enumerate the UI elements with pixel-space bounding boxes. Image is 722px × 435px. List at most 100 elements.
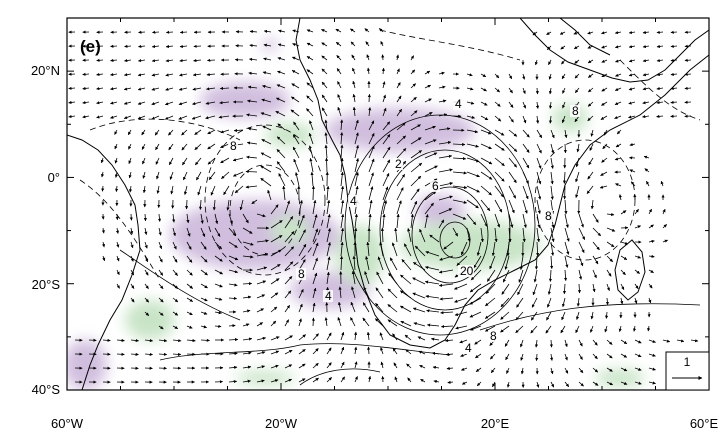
wind-vector [205,115,216,120]
wind-vector [193,44,202,48]
wind-vector [648,283,653,289]
wind-vector [536,185,542,200]
wind-vector [228,324,236,328]
wind-vector [164,115,174,120]
wind-vector [270,292,279,299]
wind-vector [508,73,513,80]
wind-vector [547,45,552,50]
contour-label: 8 [545,209,552,223]
wind-vector [165,73,174,77]
wind-vector [615,59,622,63]
wind-vector [396,213,400,229]
wind-vector [508,115,514,123]
wind-vector [642,59,650,63]
wind-vector [101,227,105,234]
wind-vector [340,213,345,229]
wind-vector [219,101,230,105]
wind-vector [228,269,239,274]
wind-vector [670,100,678,104]
wind-vector [110,72,118,77]
wind-vector [600,171,608,176]
wind-vector [578,367,584,374]
wind-vector [350,301,356,313]
wind-vector [115,185,119,193]
wind-vector [452,213,467,220]
wind-vector [354,361,358,369]
wind-vector [326,332,332,341]
wind-vector [564,129,568,139]
wind-vector [606,212,615,217]
wind-vector [536,157,542,169]
wind-vector [466,143,479,148]
wind-vector [351,270,356,285]
wind-vector [137,115,146,120]
wind-vector [137,58,146,63]
wind-vector [670,58,678,62]
wind-vector [430,337,440,341]
wind-vector [615,183,622,187]
wind-vector [670,30,678,34]
contour-line [299,368,381,386]
negative-shade-patch [125,300,175,340]
wind-vector [684,72,692,76]
wind-vector [522,213,527,229]
wind-vector [309,120,314,131]
wind-vector [616,129,622,135]
wind-vector [340,157,344,173]
wind-vector [438,269,454,274]
wind-vector [270,278,280,285]
wind-vector [606,227,616,232]
wind-vector [116,241,120,248]
wind-vector [292,146,300,159]
wind-vector [592,227,601,237]
wind-vector [284,364,293,369]
wind-vector [536,381,540,388]
wind-vector [480,213,488,227]
wind-vector [276,84,286,89]
wind-vector [480,157,493,165]
wind-vector [292,43,300,47]
wind-vector [614,115,622,119]
wind-vector [291,96,300,103]
wind-vector [562,101,566,109]
wind-vector [550,185,554,200]
wind-vector [392,348,398,355]
wind-vector [321,81,328,89]
wind-vector [270,379,279,383]
wind-vector [429,234,440,243]
wind-vector [412,292,426,299]
wind-vector [123,73,132,77]
contour-label-bg [570,105,580,117]
wind-vector [642,44,650,49]
wind-vector [298,334,306,341]
wind-vector [656,58,664,63]
wind-vector [387,304,398,313]
wind-vector [324,144,328,159]
wind-vector [438,99,447,103]
wind-vector [642,114,650,119]
wind-vector [298,303,303,313]
wind-vector [561,115,566,124]
wind-vector [461,241,468,256]
wind-vector [466,157,480,163]
wind-vector [186,338,196,343]
wind-vector [278,173,286,187]
wind-vector [168,143,174,151]
wind-vector [114,171,118,178]
wind-vector [536,129,543,139]
wind-vector [340,376,346,383]
wind-vector [424,152,438,159]
wind-vector [387,288,398,299]
wind-vector [560,325,566,334]
wind-vector [534,255,539,270]
wind-vector [214,297,223,301]
wind-vector [642,30,650,35]
wind-vector [200,213,204,224]
wind-vector [312,214,318,229]
wind-vector [335,28,342,33]
wind-vector [606,353,613,359]
wind-vector [326,241,331,257]
wind-vector [536,171,542,185]
wind-vector [367,93,371,103]
wind-vector [128,171,132,179]
